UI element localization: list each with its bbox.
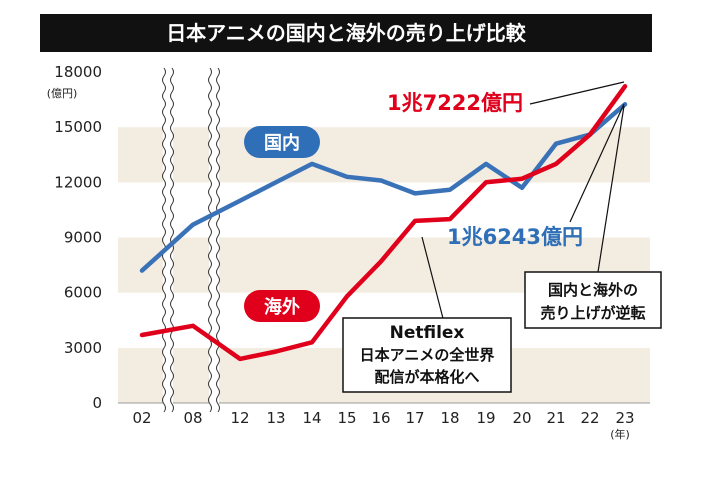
x-tick-label: 20 xyxy=(512,409,531,427)
leader-domestic-value xyxy=(569,103,625,223)
x-tick-label: 13 xyxy=(266,409,285,427)
leader-reversal xyxy=(597,105,625,273)
leader-lines xyxy=(421,81,625,331)
series-lines xyxy=(139,84,628,362)
axis-break-gap xyxy=(163,68,173,411)
domestic-2023-label: 1兆6243億円 xyxy=(447,225,583,249)
netflix-callout-box xyxy=(342,317,512,393)
series-line-overseas xyxy=(139,84,628,362)
y-tick-label: 0 xyxy=(92,394,102,412)
netflix-callout-title: Netfilex xyxy=(390,323,465,343)
axis-break-gap xyxy=(209,68,219,411)
y-tick-label: 12000 xyxy=(54,173,102,191)
reversal-callout-box xyxy=(524,271,662,329)
plot-band-4 xyxy=(118,127,650,183)
plot-bands xyxy=(118,72,650,404)
axis-break-line xyxy=(170,67,174,413)
series-line-domestic xyxy=(139,102,628,273)
x-tick-label: 15 xyxy=(337,409,356,427)
y-tick-label: 3000 xyxy=(64,339,102,357)
y-tick-label: 6000 xyxy=(64,284,102,302)
reversal-callout-line2: 売り上げが逆転 xyxy=(540,304,645,322)
axis-break-line xyxy=(216,67,220,413)
x-axis-unit: (年) xyxy=(610,427,630,441)
domestic-legend-pill xyxy=(244,126,320,158)
x-tick-label: 17 xyxy=(405,409,424,427)
x-tick-label: 23 xyxy=(615,409,634,427)
x-tick-label: 02 xyxy=(132,409,151,427)
y-tick-label: 15000 xyxy=(54,118,102,136)
plot-band-3 xyxy=(118,182,650,238)
title-bar xyxy=(40,14,652,52)
x-tick-label: 22 xyxy=(580,409,599,427)
y-axis-unit: (億円) xyxy=(47,87,78,100)
x-tick-label: 12 xyxy=(230,409,249,427)
overseas-legend-pill xyxy=(244,290,320,322)
x-tick-label: 21 xyxy=(546,409,565,427)
x-axis-ticks: 02 08 12 13 14 15 16 17 18 19 20 21 22 23 xyxy=(132,409,634,427)
netflix-callout-line1: 日本アニメの全世界 xyxy=(360,346,495,364)
leader-overseas-value xyxy=(529,81,625,105)
axis-break-markers xyxy=(162,67,220,413)
leader-netflix xyxy=(421,236,447,331)
x-tick-label: 14 xyxy=(302,409,321,427)
reversal-callout-line1: 国内と海外の xyxy=(548,281,638,299)
y-tick-label: 18000 xyxy=(54,63,102,81)
domestic-legend-label: 国内 xyxy=(264,132,300,154)
x-tick-label: 16 xyxy=(371,409,390,427)
overseas-2023-label: 1兆7222億円 xyxy=(387,91,523,115)
x-tick-label: 18 xyxy=(440,409,459,427)
axis-break-line xyxy=(162,67,166,413)
chart-title: 日本アニメの国内と海外の売り上げ比較 xyxy=(166,21,527,45)
x-tick-label: 19 xyxy=(476,409,495,427)
x-tick-label: 08 xyxy=(183,409,202,427)
y-axis-ticks: 0 3000 6000 9000 12000 15000 18000 xyxy=(54,63,102,412)
y-tick-label: 9000 xyxy=(64,229,102,247)
axis-break-line xyxy=(208,67,212,413)
netflix-callout-line2: 配信が本格化へ xyxy=(374,368,479,386)
plot-band-5 xyxy=(118,72,650,128)
overseas-legend-label: 海外 xyxy=(264,296,300,318)
